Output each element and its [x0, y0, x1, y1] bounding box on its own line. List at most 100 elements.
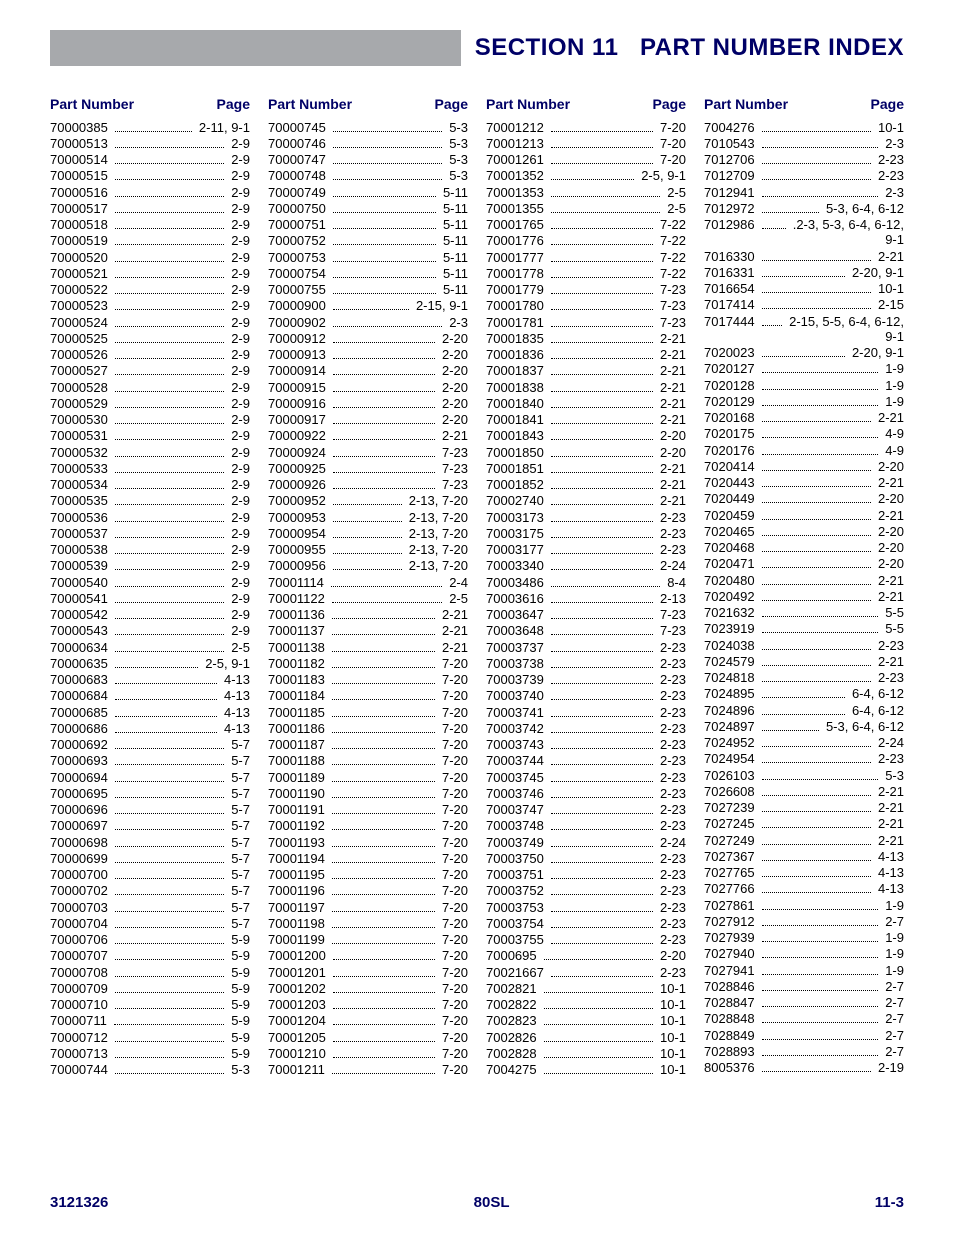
index-row: 700031732-23 [486, 510, 686, 526]
leader-dots [333, 203, 436, 213]
index-row: 700009542-13, 7-20 [268, 526, 468, 542]
leader-dots [551, 674, 653, 684]
leader-dots [551, 528, 653, 538]
page-ref: 7-23 [656, 623, 686, 639]
part-number: 70001199 [268, 932, 329, 948]
index-row: 700007485-3 [268, 168, 468, 184]
page-ref: 5-11 [439, 217, 468, 233]
page-ref: 2-23 [656, 705, 686, 721]
part-number: 70000528 [50, 380, 112, 396]
leader-dots [762, 753, 871, 763]
part-number: 70001191 [268, 802, 329, 818]
leader-dots [115, 918, 224, 928]
index-row: 700011947-20 [268, 851, 468, 867]
part-number: 70000755 [268, 282, 330, 298]
part-number: 7024954 [704, 751, 759, 767]
leader-dots [332, 723, 435, 733]
index-row: 700282810-1 [486, 1046, 686, 1062]
part-number: 7027939 [704, 930, 759, 946]
index-row: 700005332-9 [50, 461, 250, 477]
index-row: 7027939 1-9 [704, 930, 904, 946]
leader-dots [551, 446, 653, 456]
page-ref: 2-4 [445, 575, 468, 591]
page-ref: 2-9 [227, 298, 250, 314]
part-number: 70001353 [486, 185, 548, 201]
part-number: 70001261 [486, 152, 548, 168]
index-row: 700005142-9 [50, 152, 250, 168]
part-number: 7023919 [704, 621, 759, 637]
index-row: 700007465-3 [268, 136, 468, 152]
leader-dots [115, 609, 224, 619]
part-number: 7020468 [704, 540, 759, 556]
page-ref: 5-3 [445, 136, 468, 152]
page-ref: 2-21 [438, 428, 468, 444]
page-ref: 5-9 [227, 965, 250, 981]
leader-dots [332, 918, 435, 928]
part-number: 70000517 [50, 201, 112, 217]
index-row: 70204802-21 [704, 573, 904, 589]
leader-dots [762, 428, 879, 438]
header-part-number: Part Number [704, 96, 788, 114]
page-ref: 2-20 [438, 347, 468, 363]
page-ref: 2-21 [874, 800, 904, 816]
page-ref: 7-20 [438, 705, 468, 721]
index-row: 70201682-21 [704, 410, 904, 426]
index-row: 700011887-20 [268, 753, 468, 769]
page-ref: 2-9 [227, 428, 250, 444]
page-ref: 2-9 [227, 266, 250, 282]
part-number: 70003744 [486, 753, 548, 769]
index-row: 700012027-20 [268, 981, 468, 997]
leader-dots [762, 154, 871, 164]
part-number: 70003747 [486, 802, 548, 818]
leader-dots [115, 885, 224, 895]
index-row: 700011967-20 [268, 883, 468, 899]
page-ref: 2-9 [227, 315, 250, 331]
index-row: 700007555-11 [268, 282, 468, 298]
index-row: 70288482-7 [704, 1011, 904, 1027]
index-row: 700037512-23 [486, 867, 686, 883]
part-number: 70000707 [50, 948, 112, 964]
index-row: 700007445-3 [50, 1062, 250, 1078]
part-number: 7027941 [704, 963, 759, 979]
leader-dots [762, 737, 871, 747]
part-number: 70000692 [50, 737, 112, 753]
leader-dots [333, 479, 435, 489]
index-row: 70288492-7 [704, 1028, 904, 1044]
index-row: 701665410-1 [704, 281, 904, 297]
index-row: 70163302-21 [704, 249, 904, 265]
page-ref: 7-20 [438, 867, 468, 883]
index-row: 70204682-20 [704, 540, 904, 556]
part-number: 70000711 [50, 1013, 111, 1029]
leader-dots [115, 219, 224, 229]
leader-dots [115, 186, 224, 196]
page-ref: 2-23 [656, 688, 686, 704]
index-row: 700018522-21 [486, 477, 686, 493]
leader-dots [762, 203, 819, 213]
index-row: 700005172-9 [50, 201, 250, 217]
leader-dots [762, 607, 879, 617]
leader-dots [551, 934, 653, 944]
page: SECTION 11 PART NUMBER INDEX Part Number… [0, 0, 954, 1235]
index-row: 700037522-23 [486, 883, 686, 899]
part-number: 7002823 [486, 1013, 541, 1029]
page-ref: 7-20 [438, 981, 468, 997]
part-number: 7027239 [704, 800, 759, 816]
page-ref: 2-9 [227, 623, 250, 639]
page-ref: 5-3, 6-4, 6-12 [822, 201, 904, 217]
index-row: 700007475-3 [268, 152, 468, 168]
part-number: 70003738 [486, 656, 548, 672]
leader-dots [762, 267, 845, 277]
index-row: 700012107-20 [268, 1046, 468, 1062]
page-ref: 1-9 [881, 930, 904, 946]
leader-dots [333, 235, 436, 245]
leader-dots [332, 804, 435, 814]
page-ref: 7-22 [656, 217, 686, 233]
index-row: 700005272-9 [50, 363, 250, 379]
page-ref: 5-7 [227, 835, 250, 851]
index-row: 700011977-20 [268, 900, 468, 916]
page-ref: 2-9 [227, 152, 250, 168]
page-ref: 2-21 [656, 347, 686, 363]
leader-dots [333, 1015, 435, 1025]
index-row: 700037482-23 [486, 818, 686, 834]
page-ref: 2-23 [874, 670, 904, 686]
